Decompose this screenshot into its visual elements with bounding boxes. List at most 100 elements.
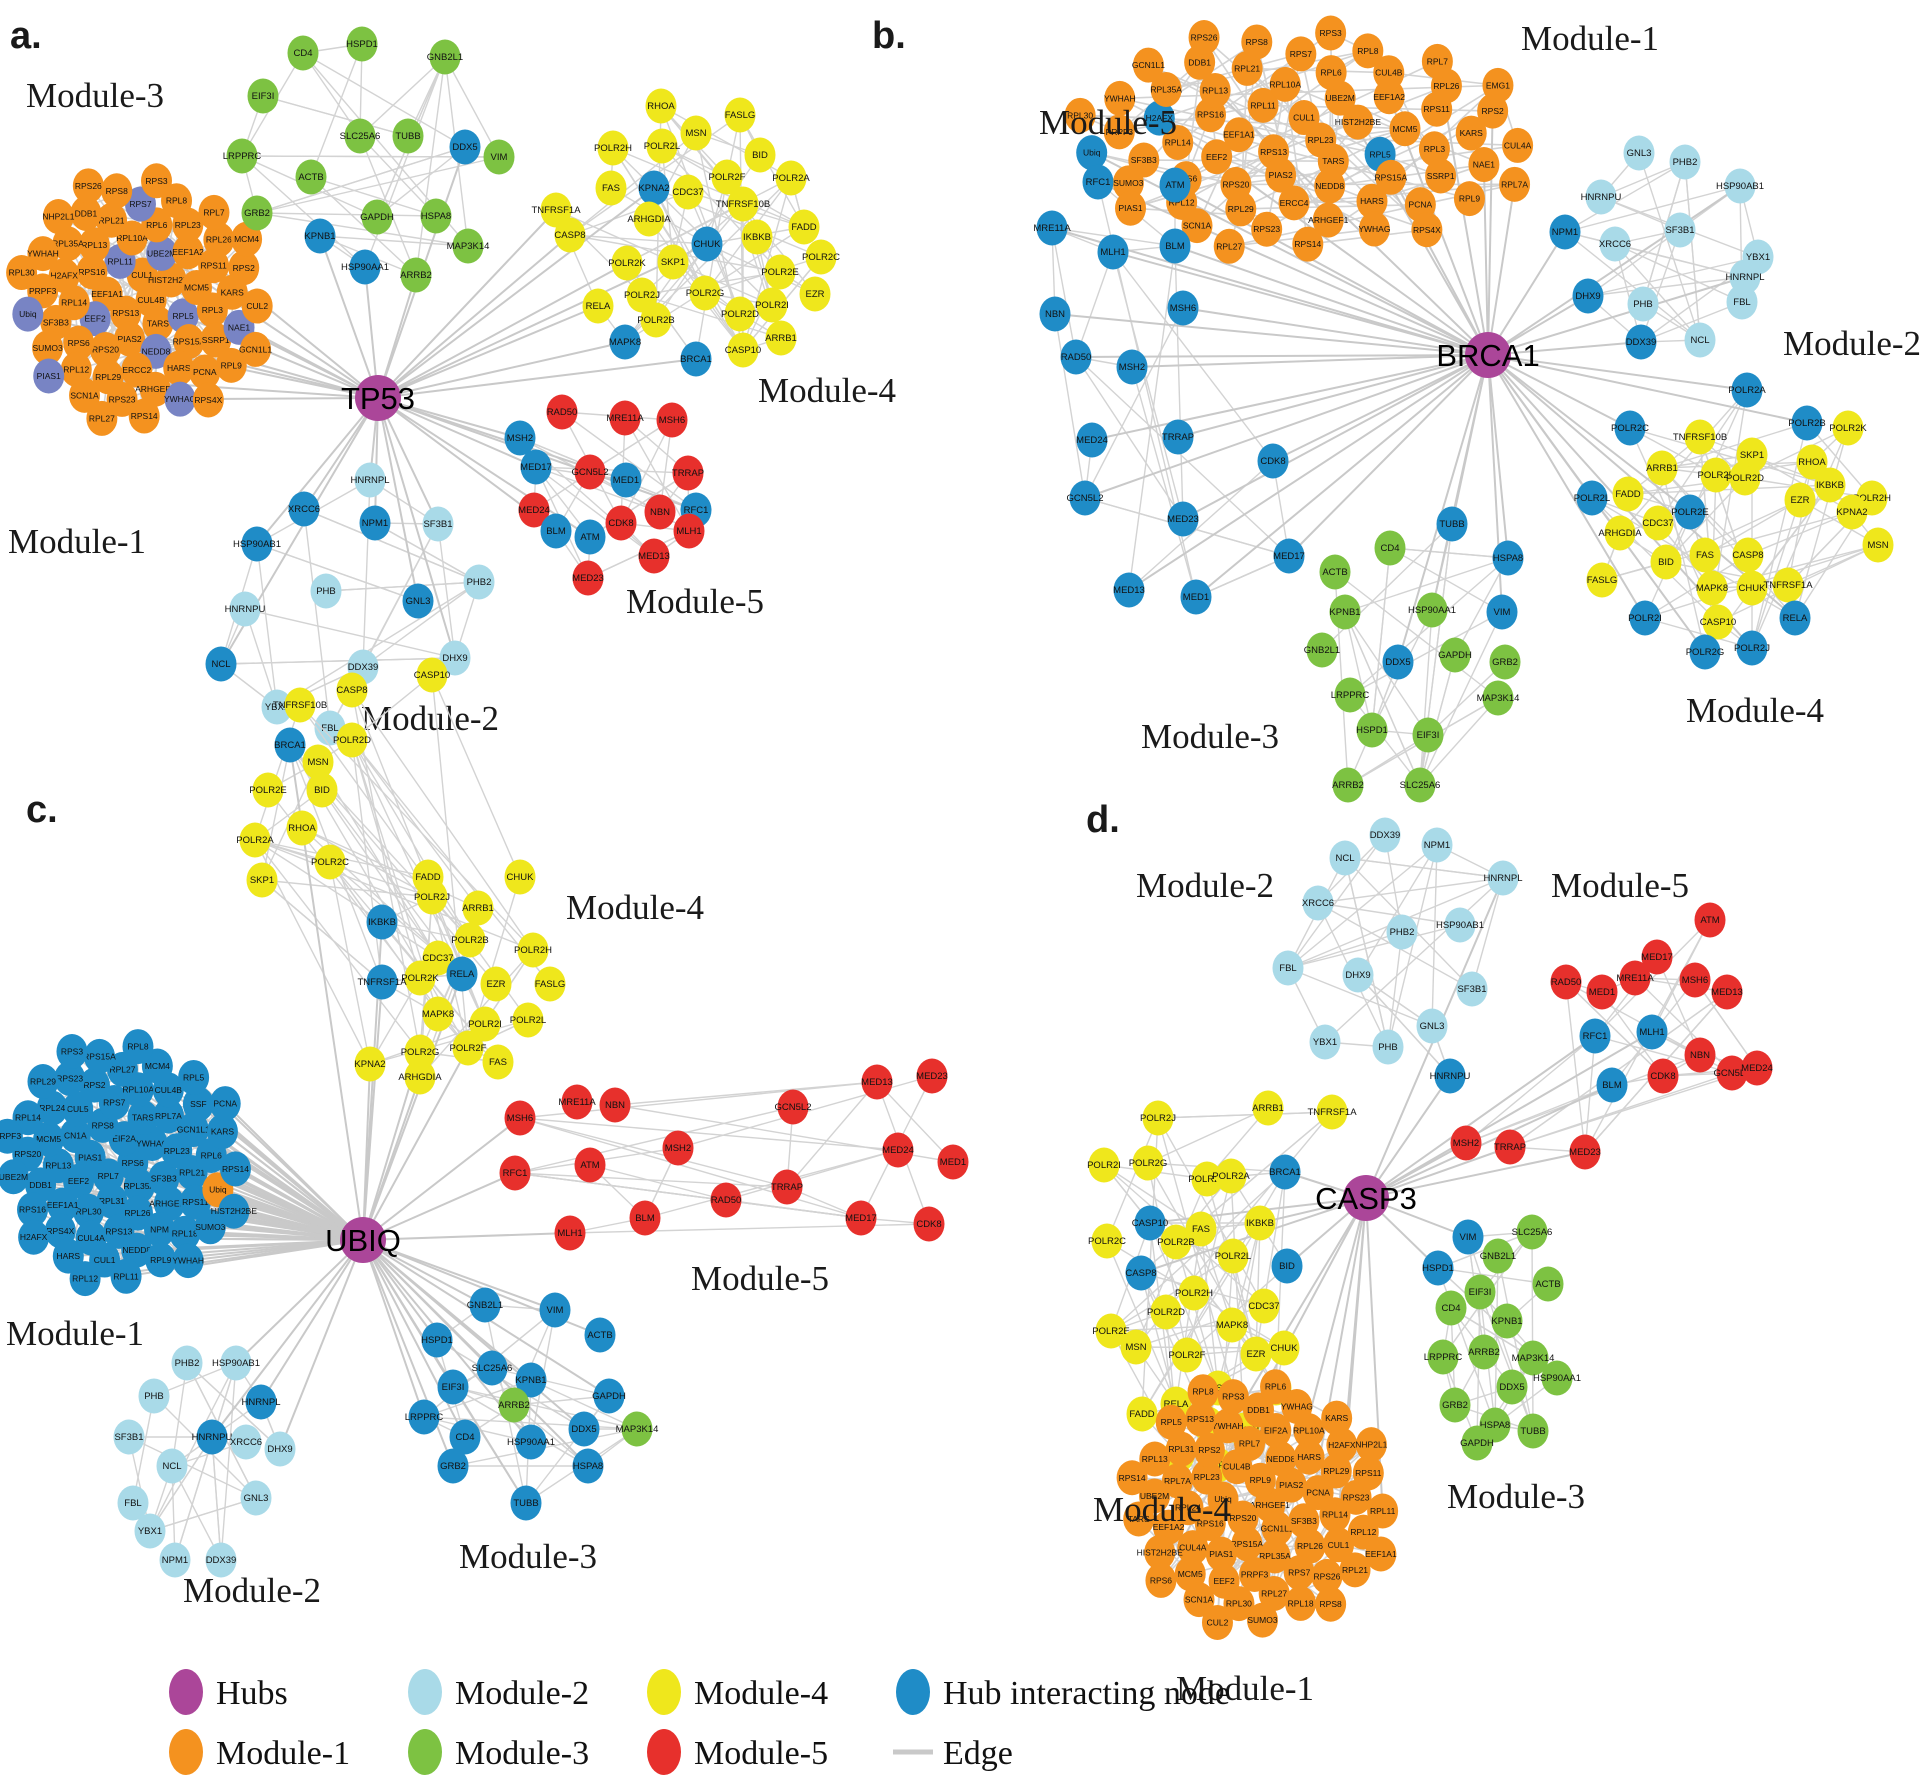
gene-node (47, 1187, 79, 1223)
gene-node-label: NBN (1690, 1050, 1710, 1061)
gene-node-label: MAP3K14 (1477, 693, 1520, 704)
gene-node-label: PHB2 (467, 577, 492, 588)
gene-node (1342, 957, 1374, 993)
gene-node-label: RFC1 (503, 1168, 528, 1179)
gene-node (122, 1029, 154, 1065)
gene-node-label: MED23 (572, 573, 604, 584)
gene-node (192, 382, 224, 418)
gene-node (1142, 1100, 1174, 1136)
hub-edge (377, 341, 626, 399)
gene-node (1064, 97, 1096, 133)
gene-node-label: DDB1 (29, 1180, 52, 1190)
hub-edge (362, 1172, 516, 1241)
gene-node (349, 249, 381, 285)
edge (452, 1386, 638, 1430)
gene-node-label: PIAS2 (1269, 170, 1293, 180)
gene-node (1549, 214, 1581, 250)
gene-node (12, 296, 44, 332)
gene-node-label: ARRB2 (400, 270, 432, 281)
gene-node-label: RPS20 (1222, 179, 1249, 189)
hub-edge (377, 397, 537, 468)
gene-node-label: RPL5 (1369, 149, 1391, 159)
gene-node (76, 254, 108, 290)
gene-node-label: BRCA1 (680, 354, 712, 365)
gene-node-label: LRPPRC (1424, 1352, 1463, 1363)
gene-node-label: MCM5 (1178, 1569, 1203, 1579)
gene-node-label: GAPDH (360, 212, 394, 223)
gene-node-label: EZR (1247, 1349, 1266, 1360)
gene-node (1741, 1050, 1773, 1086)
hub-edge (1365, 1084, 1613, 1199)
edge (1317, 902, 1461, 926)
gene-node-label: CUL2 (246, 301, 268, 311)
gene-node-label: CHUK (1739, 583, 1767, 594)
gene-node-label: SF3B3 (43, 317, 69, 327)
gene-node-label: POLR2G (401, 1047, 440, 1058)
gene-node-label: CDK8 (916, 1219, 941, 1230)
gene-node (1188, 20, 1220, 56)
gene-node-label: RPS20 (1229, 1513, 1256, 1523)
gene-node-label: FBL (1733, 297, 1750, 308)
gene-node-label: MED24 (882, 1145, 914, 1156)
gene-node-label: MRE11A (606, 413, 644, 424)
gene-node (574, 1147, 606, 1183)
hub-edge (377, 397, 456, 659)
edge (359, 135, 437, 217)
gene-node (1482, 680, 1514, 716)
gene-node (1416, 592, 1448, 628)
gene-node (198, 194, 230, 230)
gene-node (1726, 284, 1758, 320)
gene-node-label: CASP8 (1125, 1268, 1156, 1279)
gene-node (0, 1118, 23, 1154)
gene-node (916, 1058, 948, 1094)
gene-node-label: RPL27 (1216, 241, 1242, 251)
gene-node-label: TARS (1128, 1514, 1150, 1524)
gene-node (1586, 562, 1618, 598)
gene-node-label: GCN1L1 (177, 1125, 210, 1135)
gene-node (200, 322, 232, 358)
gene-node-label: YBX1 (138, 1526, 162, 1537)
gene-node-label: ARRB2 (1468, 1347, 1500, 1358)
gene-node-label: RPS16 (1197, 110, 1224, 120)
panel-letter: c. (26, 789, 58, 831)
gene-node (1231, 50, 1263, 86)
gene-node (1434, 1058, 1466, 1094)
gene-node (1664, 212, 1696, 248)
gene-node (629, 1200, 661, 1236)
gene-node-label: MAPK8 (1696, 583, 1728, 594)
edge (1131, 366, 1197, 598)
gene-node-label: MED1 (1589, 987, 1615, 998)
gene-node-label: FADD (415, 872, 440, 883)
gene-node-label: ACTB (1322, 567, 1347, 578)
edge (1389, 547, 1509, 559)
gene-node (361, 199, 393, 235)
gene-node-label: MSN (1867, 540, 1888, 551)
panel-letter: d. (1086, 799, 1120, 841)
gene-node (1491, 1303, 1523, 1339)
gene-node (1367, 1493, 1399, 1529)
hub-edge (377, 209, 557, 399)
gene-node-label: MCM5 (184, 282, 209, 292)
gene-node-label: POLR2I (1628, 613, 1662, 624)
gene-node (36, 1090, 68, 1126)
gene-node (1516, 1214, 1548, 1250)
gene-node-label: GNL3 (1420, 1021, 1445, 1032)
gene-node-label: MED23 (1569, 1147, 1601, 1158)
gene-node-label: ARRB1 (462, 903, 494, 914)
gene-node-label: EIF3I (252, 91, 275, 102)
gene-node-label: RPL30 (76, 1206, 102, 1216)
panel-letter: a. (10, 15, 42, 57)
gene-node (1650, 544, 1682, 580)
edge (1324, 877, 1504, 1043)
gene-node (429, 39, 461, 75)
gene-node-label: Ubiq (209, 1185, 227, 1195)
gene-node (799, 276, 831, 312)
gene-node (1212, 1408, 1244, 1444)
edge (1751, 484, 1831, 589)
gene-node-label: KPNA2 (638, 183, 669, 194)
gene-node-label: HSP90AB1 (1436, 920, 1484, 931)
gene-node-label: XRCC6 (288, 504, 320, 515)
module-label: Module-2 (361, 699, 499, 738)
gene-node-label: CASP10 (1700, 617, 1736, 628)
gene-node-label: RAD50 (1551, 977, 1582, 988)
